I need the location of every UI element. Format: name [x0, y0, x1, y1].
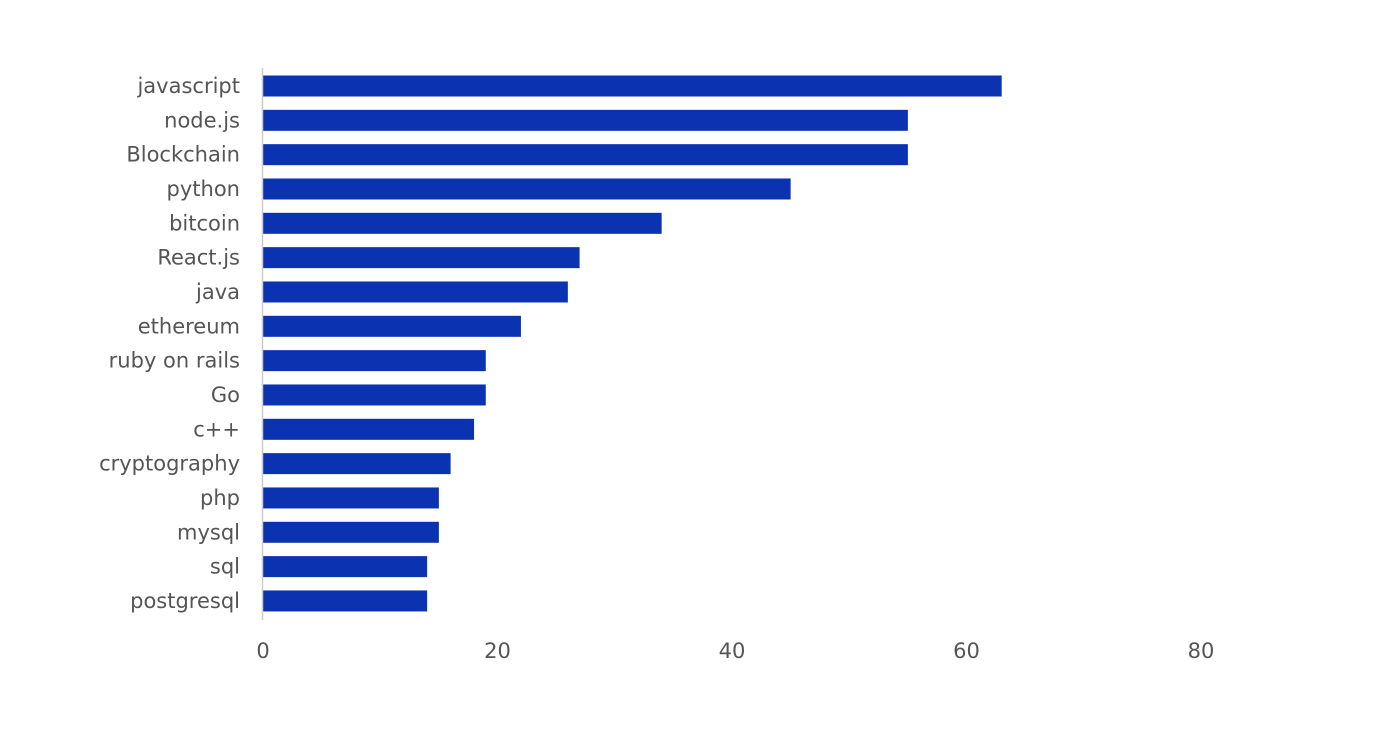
bar-blockchain [263, 144, 908, 166]
category-label: Go [211, 383, 240, 407]
bar-cryptography [263, 453, 451, 475]
x-axis-ticks: 0 20 40 60 80 [256, 639, 1214, 663]
bar-ruby-on-rails [263, 350, 486, 372]
category-label: python [167, 177, 240, 201]
category-label: mysql [177, 520, 240, 544]
category-label: node.js [164, 108, 240, 132]
bar-java [263, 281, 568, 303]
category-label: ethereum [138, 314, 240, 338]
x-tick-label: 40 [719, 639, 746, 663]
x-tick-label: 20 [484, 639, 511, 663]
bar-postgresql [263, 590, 428, 612]
bars-group [263, 75, 1002, 612]
bar-ethereum [263, 315, 521, 337]
category-labels: javascript node.js Blockchain python bitcoin… [99, 74, 240, 613]
bar-php [263, 487, 439, 509]
category-label: ruby on rails [109, 349, 240, 373]
bar-go [263, 384, 486, 406]
bar-node-js [263, 109, 908, 131]
category-label: bitcoin [169, 211, 240, 235]
category-label: postgresql [130, 589, 240, 613]
x-tick-label: 0 [256, 639, 269, 663]
x-tick-label: 80 [1188, 639, 1215, 663]
bar-react-js [263, 247, 580, 269]
bar-c- [263, 418, 475, 440]
bar-sql [263, 556, 428, 578]
bar-javascript [263, 75, 1002, 97]
bar-python [263, 178, 791, 200]
category-label: cryptography [99, 452, 240, 476]
x-tick-label: 60 [953, 639, 980, 663]
bar-mysql [263, 521, 439, 543]
category-label: Blockchain [126, 143, 240, 167]
category-label: sql [210, 555, 240, 579]
category-label: php [200, 486, 240, 510]
category-label: React.js [157, 246, 240, 270]
category-label: java [195, 280, 240, 304]
category-label: javascript [136, 74, 240, 98]
bar-bitcoin [263, 212, 662, 234]
category-label: c++ [193, 417, 240, 441]
